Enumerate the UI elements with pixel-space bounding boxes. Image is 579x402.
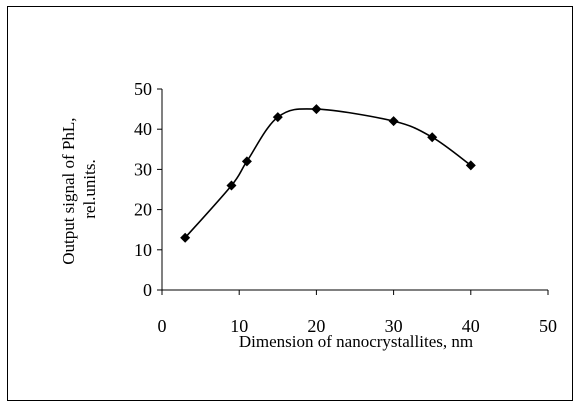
x-tick-label: 50 [539, 316, 557, 336]
y-axis-title-line-1: Output signal of PhL, [59, 117, 78, 264]
series-line [184, 108, 472, 239]
x-tick-label: 10 [230, 316, 248, 336]
x-axis-ticks: 0 10 20 30 40 50 [158, 290, 557, 336]
chart-axes [161, 89, 548, 291]
y-axis-title-line-2: rel.units. [80, 159, 99, 219]
x-tick-label: 30 [385, 316, 403, 336]
y-tick-label: 30 [134, 159, 152, 179]
data-markers [180, 104, 476, 243]
data-point-marker [226, 180, 237, 191]
y-axis-title: Output signal of PhL, rel.units. [59, 113, 99, 265]
y-tick-label: 20 [134, 200, 152, 220]
data-point-marker [465, 160, 476, 171]
data-point-marker [311, 104, 322, 115]
data-point-marker [272, 112, 283, 123]
x-tick-label: 0 [158, 316, 167, 336]
y-tick-label: 50 [134, 79, 152, 99]
x-tick-label: 20 [307, 316, 325, 336]
data-point-marker [241, 156, 252, 167]
y-tick-label: 10 [134, 240, 152, 260]
data-point-marker [427, 132, 438, 143]
x-axis-title: Dimension of nanocrystallites, nm [239, 332, 473, 351]
data-point-marker [388, 116, 399, 127]
x-tick-label: 40 [462, 316, 480, 336]
chart-frame: 0 10 20 30 40 50 0 10 20 30 40 50 Dimension of nan… [7, 6, 573, 401]
y-tick-label: 40 [134, 119, 152, 139]
y-axis-ticks: 0 10 20 30 40 50 [134, 79, 162, 300]
y-tick-label: 0 [143, 280, 152, 300]
line-chart: 0 10 20 30 40 50 0 10 20 30 40 50 Dimension of nan… [59, 79, 557, 351]
data-point-marker [180, 232, 191, 243]
